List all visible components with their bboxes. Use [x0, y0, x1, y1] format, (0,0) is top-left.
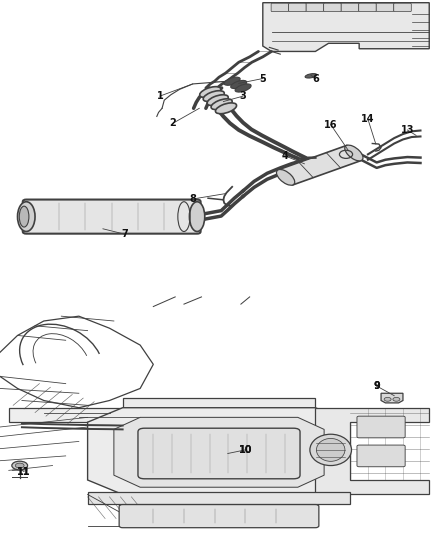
Ellipse shape [19, 206, 29, 227]
Ellipse shape [231, 80, 247, 88]
Ellipse shape [18, 201, 35, 231]
FancyBboxPatch shape [23, 199, 201, 233]
FancyBboxPatch shape [9, 408, 131, 422]
Text: 10: 10 [239, 445, 252, 455]
Circle shape [12, 461, 28, 470]
FancyBboxPatch shape [357, 445, 405, 467]
FancyBboxPatch shape [138, 428, 300, 479]
Text: 8: 8 [189, 194, 196, 204]
Ellipse shape [203, 91, 224, 101]
Ellipse shape [224, 77, 240, 85]
FancyBboxPatch shape [271, 3, 289, 12]
Text: 10: 10 [239, 445, 252, 455]
Ellipse shape [345, 145, 363, 161]
Polygon shape [88, 408, 350, 495]
FancyBboxPatch shape [306, 3, 324, 12]
Text: 14: 14 [361, 114, 374, 124]
Ellipse shape [235, 84, 251, 92]
FancyBboxPatch shape [357, 416, 405, 438]
Text: 16: 16 [324, 119, 337, 130]
Ellipse shape [316, 439, 345, 462]
Text: 1: 1 [156, 91, 163, 101]
Text: 9: 9 [373, 381, 380, 391]
FancyBboxPatch shape [376, 3, 394, 12]
FancyBboxPatch shape [88, 492, 350, 504]
FancyBboxPatch shape [289, 3, 306, 12]
Text: 11: 11 [18, 466, 31, 477]
Ellipse shape [310, 434, 351, 465]
Text: 4: 4 [281, 151, 288, 160]
Circle shape [15, 463, 24, 468]
FancyBboxPatch shape [341, 3, 359, 12]
Circle shape [393, 398, 400, 401]
FancyBboxPatch shape [394, 3, 411, 12]
Ellipse shape [207, 95, 228, 106]
Ellipse shape [276, 169, 295, 185]
Polygon shape [381, 393, 403, 403]
Ellipse shape [200, 87, 221, 98]
Ellipse shape [215, 103, 237, 114]
Polygon shape [263, 3, 429, 52]
FancyBboxPatch shape [324, 3, 341, 12]
FancyBboxPatch shape [123, 398, 315, 408]
Text: 7: 7 [121, 229, 128, 239]
Text: 13: 13 [401, 125, 414, 135]
Text: 5: 5 [259, 74, 266, 84]
Text: 9: 9 [373, 381, 380, 391]
FancyBboxPatch shape [359, 3, 376, 12]
Text: 11: 11 [18, 466, 31, 477]
Circle shape [384, 398, 391, 401]
Text: 2: 2 [170, 118, 177, 128]
Ellipse shape [189, 201, 205, 231]
Ellipse shape [305, 74, 317, 78]
Polygon shape [279, 146, 361, 185]
Text: 3: 3 [240, 91, 247, 101]
Text: 6: 6 [312, 74, 319, 84]
FancyBboxPatch shape [119, 505, 319, 528]
Polygon shape [114, 417, 324, 487]
Ellipse shape [211, 99, 232, 110]
Polygon shape [315, 408, 429, 495]
